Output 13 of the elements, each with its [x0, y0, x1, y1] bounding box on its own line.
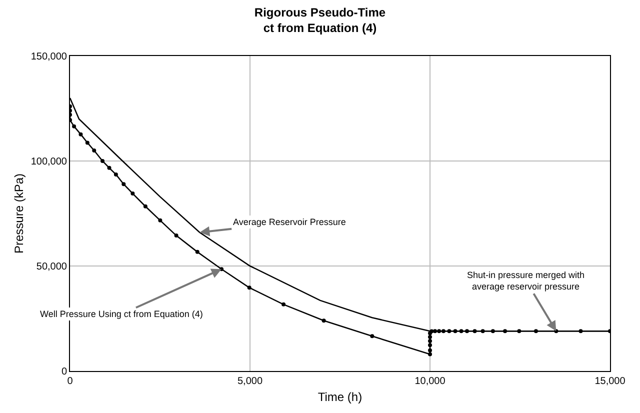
annotation: Average Reservoir Pressure [233, 217, 346, 227]
x-axis-title: Time (h) [318, 390, 362, 404]
y-tick-label: 150,000 [30, 52, 68, 62]
chart-title: Rigorous Pseudo-Time ct from Equation (4) [254, 6, 386, 36]
annotation: Well Pressure Using ct from Equation (4) [40, 309, 203, 319]
x-tick-label: 15,000 [594, 376, 626, 387]
y-tick-label: 50,000 [36, 262, 68, 272]
annotation: Shut-in pressure merged with average reservoir pressure [467, 270, 585, 292]
y-axis-title: Pressure (kPa) [12, 173, 26, 254]
y-tick-label: 100,000 [30, 156, 68, 168]
x-tick-label: 10,000 [414, 376, 446, 387]
y-tick-label: 0 [61, 366, 68, 378]
x-tick-label: 5,000 [237, 376, 263, 387]
